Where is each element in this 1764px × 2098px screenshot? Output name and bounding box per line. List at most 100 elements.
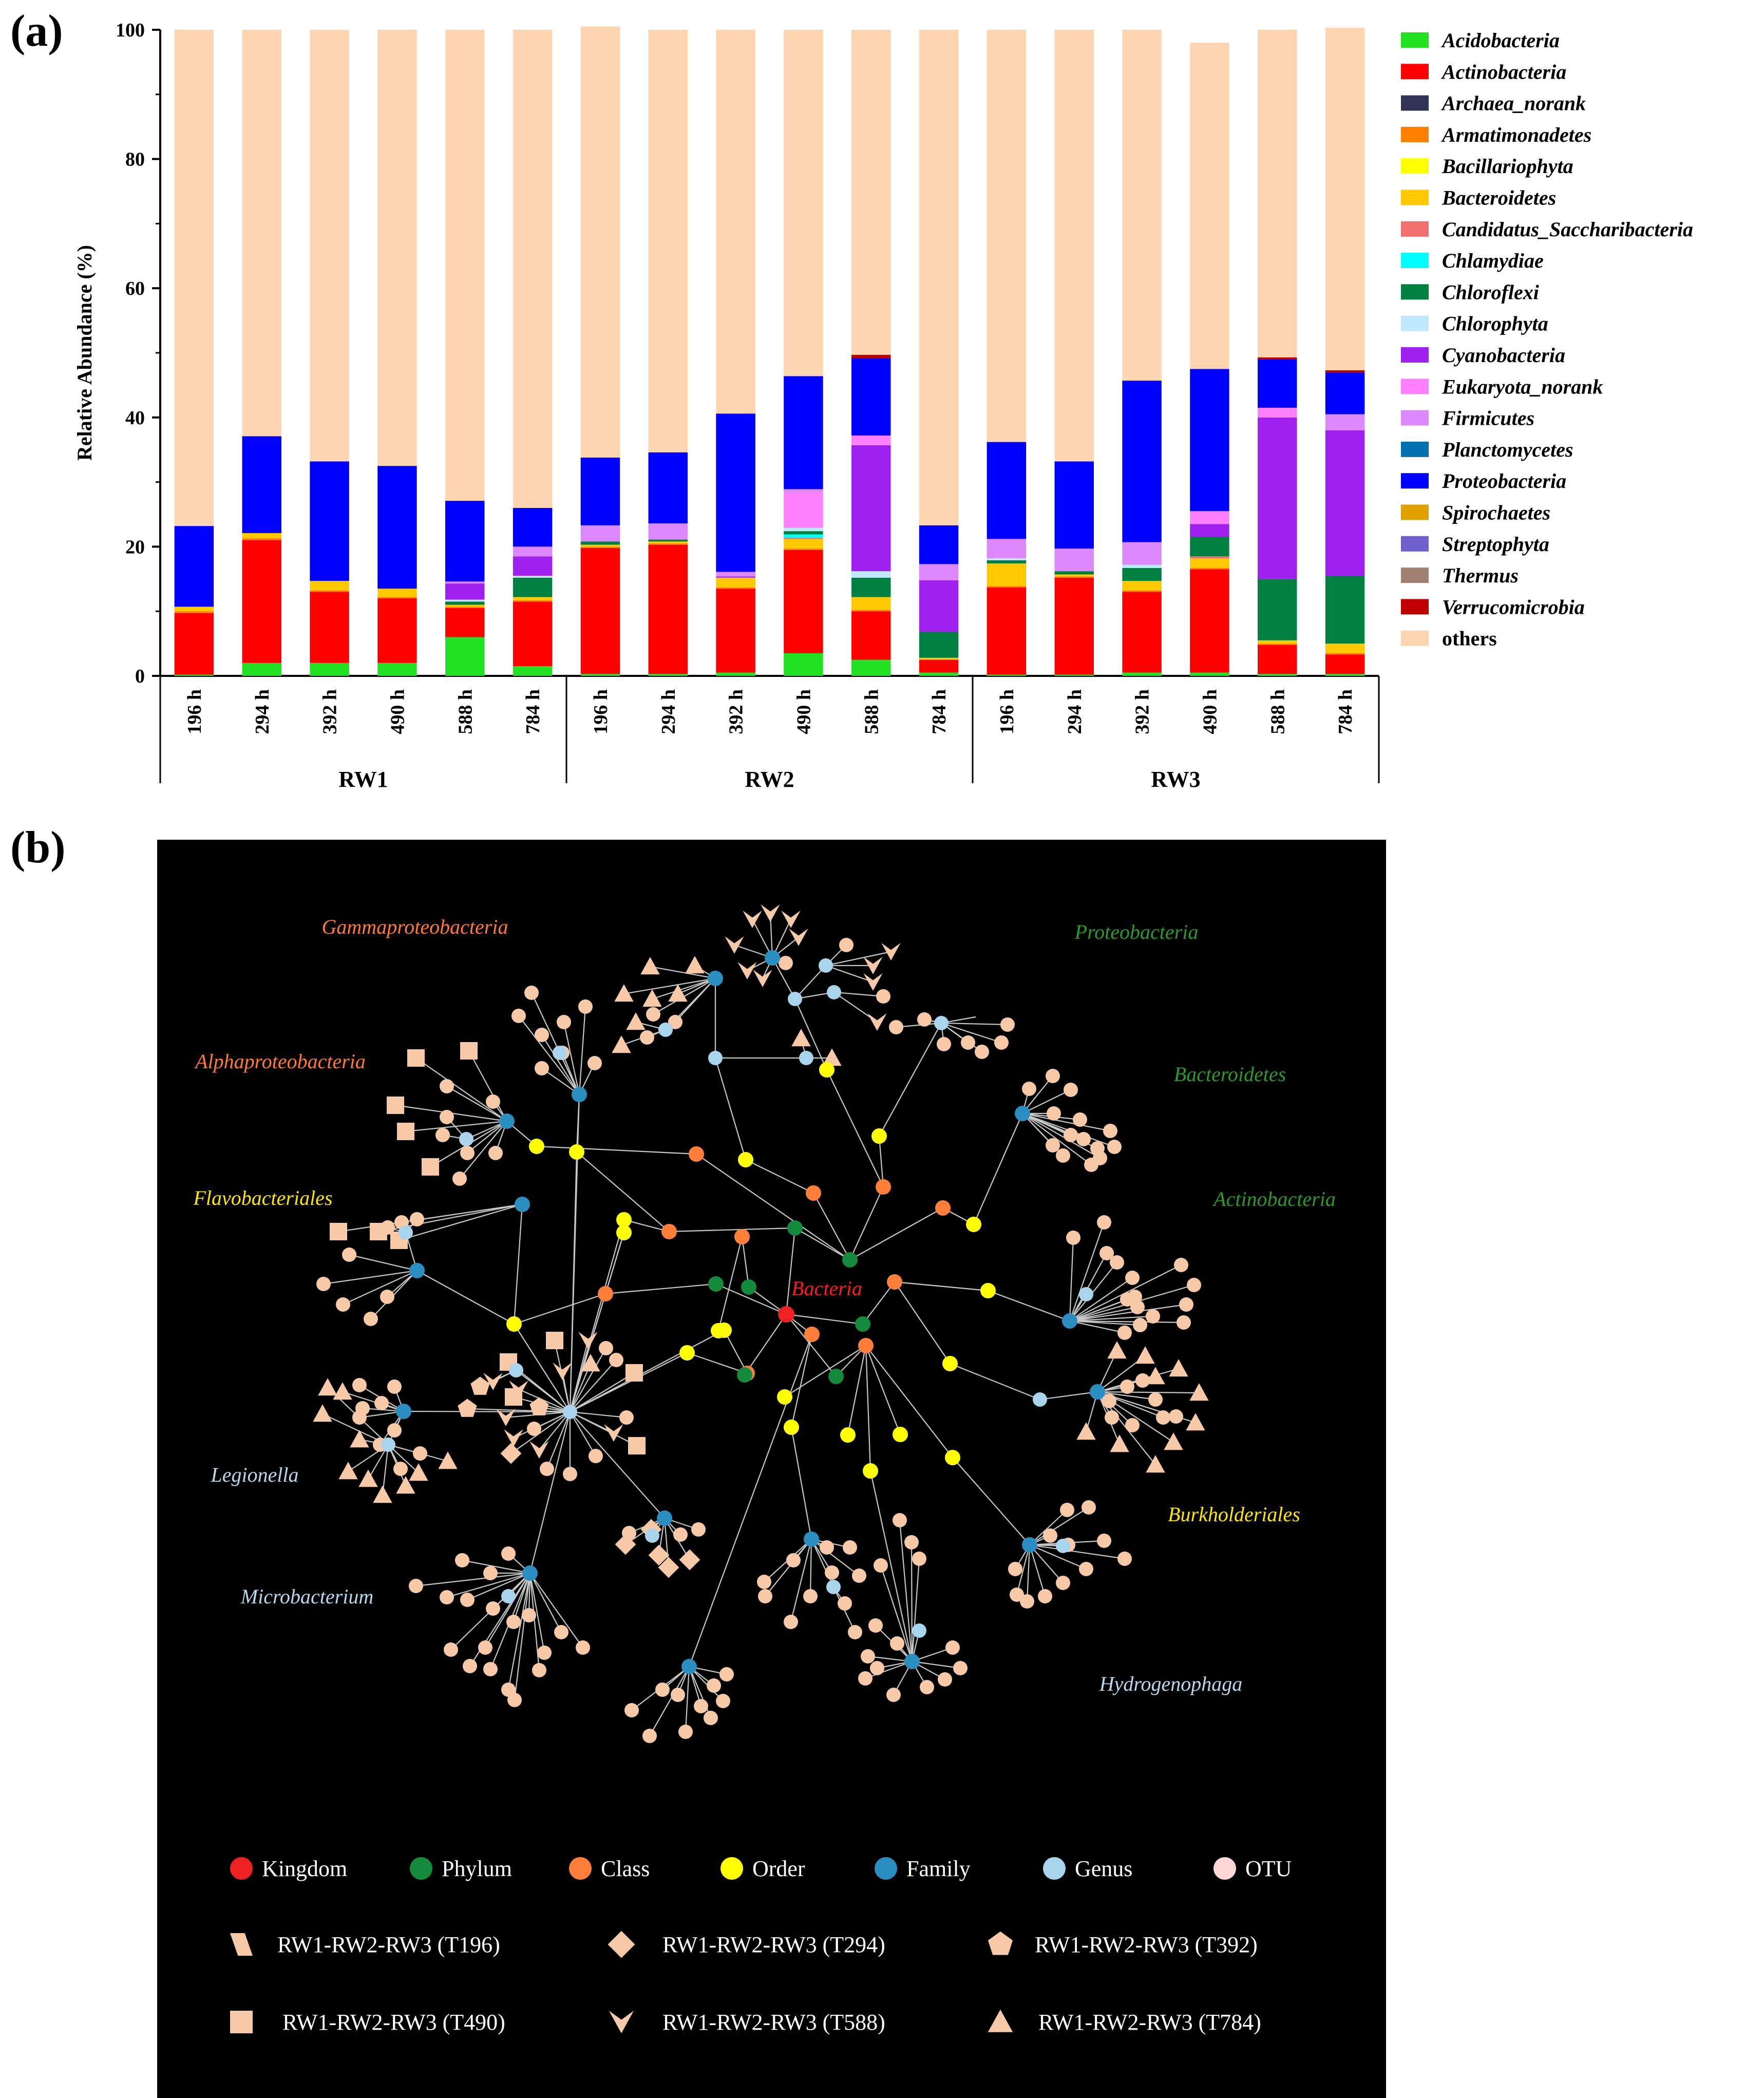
edge	[507, 1573, 531, 1690]
legend-shape-label-rw1-rw2-rw3-t392: RW1-RW2-RW3 (T392)	[1035, 1932, 1258, 1957]
order-node	[893, 1427, 908, 1442]
edge	[1097, 1379, 1143, 1393]
order-node	[840, 1427, 856, 1443]
order-node	[679, 1345, 695, 1360]
otu-node	[1125, 1418, 1140, 1432]
otu-node	[1060, 1503, 1074, 1517]
otu-node	[1179, 1297, 1193, 1312]
bar-rw3-392-h-actinobacteria	[1122, 592, 1162, 673]
legend-node-label-phylum: Phylum	[442, 1856, 512, 1881]
otu-node	[486, 1094, 500, 1109]
bar-rw2-294-h-acidobacteria	[648, 674, 688, 676]
otu-node	[440, 1110, 454, 1124]
bar-rw2-588-h-bacteroidetes	[851, 597, 891, 610]
edge	[772, 957, 795, 999]
legend-swatch-eukaryota-norank	[1401, 379, 1429, 394]
bar-rw2-588-h-cyanobacteria	[851, 445, 891, 572]
bar-rw3-196-h-others	[987, 30, 1027, 442]
bar-rw3-784-h-others	[1325, 28, 1365, 370]
otu-node	[393, 1462, 408, 1476]
otu-node	[937, 1037, 951, 1051]
edge	[849, 1186, 884, 1260]
class-node	[806, 1185, 821, 1201]
edge	[570, 1330, 725, 1412]
class-node	[734, 1229, 750, 1244]
y-tick-label-60: 60	[125, 278, 145, 299]
family-node	[1090, 1384, 1105, 1400]
otu-node	[1177, 1315, 1191, 1330]
bar-rw1-490-h-armatimonadetes	[377, 597, 417, 599]
bar-rw1-588-h-chloroflexi	[445, 601, 485, 605]
bar-rw2-294-h-bacteroidetes	[648, 541, 688, 544]
otu-node-square	[330, 1223, 347, 1240]
family-node	[804, 1532, 819, 1547]
genus-node	[645, 1528, 659, 1543]
otu-node	[1125, 1271, 1140, 1285]
legend-label-chlamydiae: Chlamydiae	[1442, 249, 1544, 272]
otu-node-triangle	[409, 1463, 428, 1481]
bar-rw2-588-h-armatimonadetes	[851, 610, 891, 612]
bar-rw2-490-h-armatimonadetes	[784, 549, 823, 550]
phylum-node	[708, 1276, 724, 1292]
taxon-label-proteobacteria: Proteobacteria	[1074, 920, 1199, 943]
edge	[741, 1236, 750, 1288]
bar-rw3-294-h-chloroflexi	[1054, 571, 1094, 575]
bar-rw1-490-h-actinobacteria	[377, 598, 417, 663]
otu-node	[387, 1379, 402, 1394]
order-node	[945, 1450, 960, 1465]
legend-swatch-armatimonadetes	[1401, 126, 1429, 142]
edge	[1029, 1544, 1064, 1583]
bar-rw2-490-h-acidobacteria	[784, 653, 823, 676]
bar-rw2-490-h-others	[784, 30, 823, 376]
edge	[569, 1219, 625, 1412]
y-tick-label-0: 0	[135, 666, 145, 687]
otu-node	[1148, 1392, 1163, 1407]
otu-node	[352, 1378, 367, 1392]
bar-rw1-784-h-proteobacteria	[513, 507, 553, 547]
otu-node	[820, 1540, 834, 1555]
bar-rw3-490-h-candidatus-saccharibacteria	[1190, 556, 1229, 559]
bar-rw2-588-h-proteobacteria	[851, 358, 891, 436]
legend-label-proteobacteria: Proteobacteria	[1441, 469, 1566, 493]
otu-node-triangle	[396, 1476, 415, 1494]
edge	[415, 1572, 530, 1587]
otu-node	[1099, 1246, 1114, 1260]
group-label-rw3: RW3	[1151, 767, 1200, 792]
edge	[941, 1022, 1008, 1026]
bar-rw2-294-h-firmicutes	[648, 523, 688, 540]
bar-rw1-588-h-bacteroidetes	[445, 604, 485, 607]
genus-node	[399, 1225, 413, 1240]
bar-rw3-294-h-armatimonadetes	[1054, 576, 1094, 578]
x-tick-label: 196 h	[996, 689, 1018, 734]
edge	[342, 1391, 404, 1412]
otu-node	[342, 1248, 356, 1262]
bar-rw1-392-h-armatimonadetes	[310, 590, 349, 592]
otu-node	[440, 1079, 454, 1093]
otu-node-v	[867, 1013, 887, 1031]
bar-rw2-294-h-others	[648, 30, 688, 452]
otu-node	[852, 1568, 866, 1583]
otu-node-triangle	[1146, 1367, 1165, 1385]
legend-node-genus	[1043, 1857, 1066, 1880]
phylum-node	[741, 1279, 756, 1295]
otu-node	[387, 1423, 402, 1438]
edge	[623, 1219, 670, 1233]
otu-node	[642, 1729, 657, 1743]
otu-node	[599, 1341, 613, 1355]
otu-node	[587, 1056, 602, 1070]
otu-node	[1066, 1231, 1080, 1245]
otu-node-v	[604, 1424, 623, 1442]
edge	[765, 1539, 812, 1597]
edge	[1016, 1544, 1031, 1595]
bar-rw2-392-h-actinobacteria	[716, 589, 755, 673]
taxon-label-alphaproteobacteria: Alphaproteobacteria	[194, 1050, 366, 1073]
bar-rw2-294-h-actinobacteria	[648, 544, 688, 674]
otu-node	[1187, 1278, 1201, 1292]
class-node	[661, 1224, 677, 1239]
otu-node	[839, 938, 853, 952]
bar-rw1-784-h-actinobacteria	[513, 601, 553, 667]
otu-node	[1064, 1128, 1078, 1142]
bar-rw3-196-h-proteobacteria	[987, 442, 1027, 539]
edge	[1069, 1306, 1138, 1322]
edge	[849, 1207, 943, 1260]
